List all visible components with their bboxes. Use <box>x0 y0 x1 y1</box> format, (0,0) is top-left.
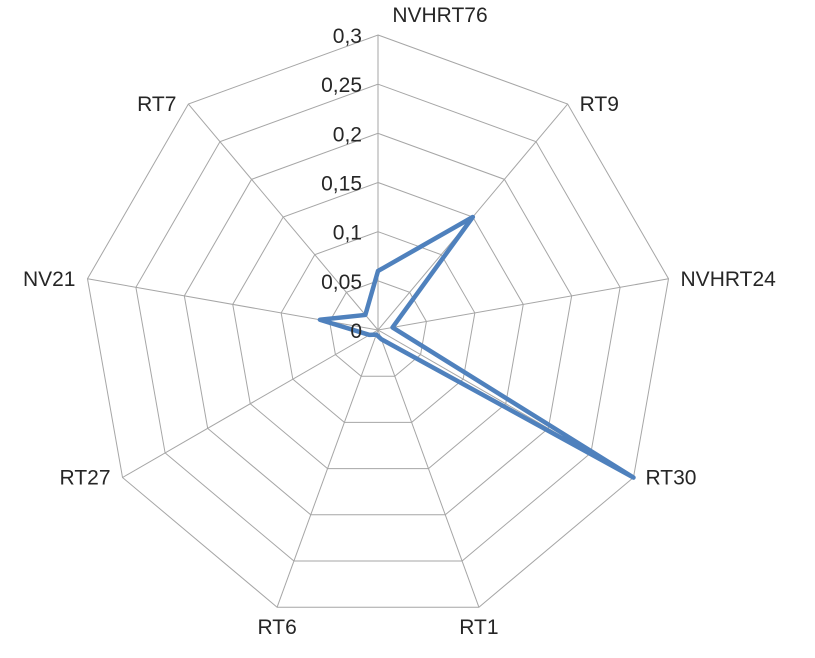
axis-spoke <box>377 278 669 331</box>
tick-label: 0,25 <box>321 74 362 97</box>
axis-spoke <box>377 329 480 608</box>
tick-label: 0,1 <box>333 222 362 245</box>
axis-spoke <box>276 329 379 608</box>
axis-label: NVHRT24 <box>681 268 777 291</box>
axis-spoke <box>122 329 379 478</box>
axis-label: RT9 <box>580 93 619 116</box>
axis-label: RT6 <box>257 616 296 639</box>
gridline-ring <box>280 231 476 423</box>
gridline-ring <box>135 83 621 562</box>
axis-label: RT27 <box>60 467 111 490</box>
gridline-ring <box>86 34 670 608</box>
tick-label: 0,15 <box>321 173 362 196</box>
gridline-ring <box>329 280 427 377</box>
series-polygon <box>317 214 636 480</box>
gridline-ring <box>232 181 524 470</box>
tick-label: 0,2 <box>333 123 362 146</box>
axis-label: RT30 <box>645 467 696 490</box>
axis-label: NVHRT76 <box>392 4 487 27</box>
tick-label: 0,05 <box>321 271 362 294</box>
axis-label: NV21 <box>23 268 76 291</box>
tick-label: 0 <box>350 320 362 343</box>
gridline-ring <box>183 132 573 516</box>
axis-spoke <box>187 103 379 331</box>
tick-label: 0,3 <box>333 25 362 48</box>
axis-label: RT7 <box>137 93 176 116</box>
axis-label: RT1 <box>459 616 498 639</box>
